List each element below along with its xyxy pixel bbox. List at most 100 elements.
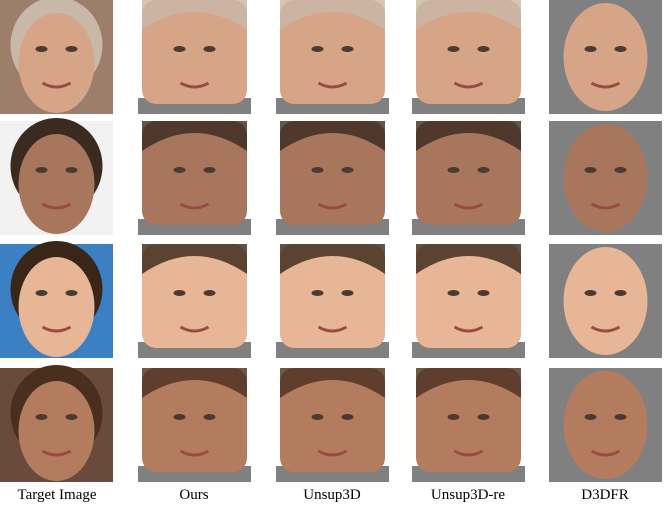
eye (477, 46, 490, 52)
eye (203, 167, 216, 173)
face (18, 257, 95, 357)
face-render (563, 124, 648, 232)
eye (311, 167, 324, 173)
mouth (590, 202, 621, 210)
eye (477, 167, 490, 173)
eye (203, 414, 216, 420)
face-texture (416, 121, 521, 225)
mouth (590, 325, 621, 333)
face (18, 13, 95, 113)
face (18, 381, 95, 481)
eye (341, 167, 354, 173)
eye (173, 290, 186, 296)
mouth (179, 325, 210, 333)
face-texture (280, 0, 385, 104)
image-grid (0, 0, 662, 482)
hair (416, 121, 521, 151)
eye (311, 414, 324, 420)
eye (35, 167, 48, 173)
mouth (453, 325, 484, 333)
face-texture (142, 368, 247, 472)
eye (173, 167, 186, 173)
eye (203, 46, 216, 52)
eye (65, 414, 78, 420)
mouth (453, 449, 484, 457)
hair (142, 368, 247, 398)
eye (341, 414, 354, 420)
hair (416, 0, 521, 30)
mouth (179, 449, 210, 457)
face-texture (142, 121, 247, 225)
mouth (453, 202, 484, 210)
eye (65, 167, 78, 173)
face-render (563, 247, 648, 355)
face-texture (280, 244, 385, 348)
eye (477, 414, 490, 420)
eye (447, 414, 460, 420)
eye (35, 414, 48, 420)
eye (477, 290, 490, 296)
eye (614, 46, 627, 52)
eye (35, 46, 48, 52)
mouth (317, 202, 348, 210)
column-label: Target Image (17, 487, 96, 503)
face-render (563, 371, 648, 479)
eye (584, 167, 597, 173)
eye (311, 290, 324, 296)
hair (280, 121, 385, 151)
eye (173, 46, 186, 52)
eye (614, 167, 627, 173)
face-texture (416, 244, 521, 348)
eye (614, 414, 627, 420)
column-label: Unsup3D-re (431, 487, 505, 503)
eye (173, 414, 186, 420)
mouth (41, 202, 72, 210)
mouth (453, 81, 484, 89)
mouth (590, 449, 621, 457)
hair (142, 0, 247, 30)
eye (311, 46, 324, 52)
mouth (179, 202, 210, 210)
mouth (41, 449, 72, 457)
mouth (41, 325, 72, 333)
mouth (317, 449, 348, 457)
eye (584, 290, 597, 296)
hair (142, 121, 247, 151)
eye (447, 167, 460, 173)
eye (584, 46, 597, 52)
eye (341, 46, 354, 52)
hair (142, 244, 247, 274)
face-texture (280, 368, 385, 472)
column-label: D3DFR (581, 487, 629, 503)
face-texture (416, 0, 521, 104)
eye (65, 46, 78, 52)
eye (341, 290, 354, 296)
hair (280, 368, 385, 398)
eye (203, 290, 216, 296)
mouth (179, 81, 210, 89)
eye (447, 46, 460, 52)
face-texture (416, 368, 521, 472)
face-texture (280, 121, 385, 225)
hair (280, 244, 385, 274)
column-label: Unsup3D (303, 487, 361, 503)
face (18, 134, 95, 234)
hair (416, 244, 521, 274)
eye (584, 414, 597, 420)
column-label: Ours (179, 487, 208, 503)
mouth (41, 81, 72, 89)
mouth (590, 81, 621, 89)
mouth (317, 81, 348, 89)
face-render (563, 3, 648, 111)
eye (447, 290, 460, 296)
hair (280, 0, 385, 30)
hair (416, 368, 521, 398)
eye (35, 290, 48, 296)
face-texture (142, 0, 247, 104)
eye (614, 290, 627, 296)
face-texture (142, 244, 247, 348)
mouth (317, 325, 348, 333)
eye (65, 290, 78, 296)
